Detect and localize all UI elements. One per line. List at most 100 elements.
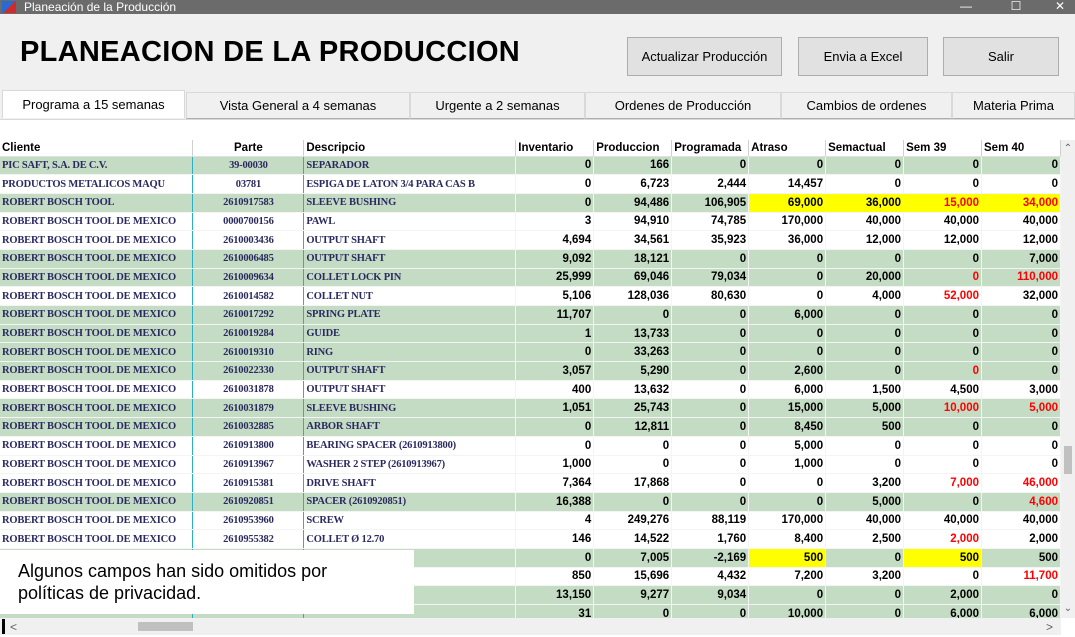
cell-cliente[interactable]: ROBERT BOSCH TOOL DE MEXICO xyxy=(0,492,194,512)
cell-parte[interactable]: 2610022330 xyxy=(192,361,305,381)
cell-value[interactable]: 0 xyxy=(981,455,1061,475)
cell-value[interactable]: 1,000 xyxy=(515,455,595,475)
cell-value[interactable]: 35,923 xyxy=(671,230,750,250)
cell-value[interactable]: 2,600 xyxy=(748,361,827,381)
update-production-button[interactable]: Actualizar Producción xyxy=(627,37,782,76)
cell-value[interactable]: 13,150 xyxy=(515,585,595,605)
cell-value[interactable]: 0 xyxy=(903,361,982,381)
cell-value[interactable]: 0 xyxy=(671,305,750,325)
cell-value[interactable]: 3,200 xyxy=(825,473,905,493)
cell-value[interactable]: 6,723 xyxy=(593,174,673,194)
cell-value[interactable]: 0 xyxy=(671,156,750,176)
cell-cliente[interactable]: ROBERT BOSCH TOOL DE MEXICO xyxy=(0,436,194,456)
table-row[interactable]: ROBERT BOSCH TOOL DE MEXICO 2610022330 OUT… xyxy=(0,361,1061,381)
cell-value[interactable]: 8,450 xyxy=(748,417,827,437)
cell-value[interactable]: 15,000 xyxy=(903,193,982,213)
cell-value[interactable]: 40,000 xyxy=(825,511,905,531)
table-row[interactable]: ROBERT BOSCH TOOL DE MEXICO 2610006485 OUT… xyxy=(0,249,1061,269)
cell-cliente[interactable]: ROBERT BOSCH TOOL DE MEXICO xyxy=(0,361,194,381)
cell-value[interactable]: 5,000 xyxy=(981,398,1061,419)
cell-value[interactable]: 5,290 xyxy=(593,361,673,381)
cell-parte[interactable]: 2610006485 xyxy=(192,249,305,269)
cell-desc[interactable]: OUTPUT SHAFT xyxy=(303,230,517,250)
maximize-button[interactable]: ☐ xyxy=(1010,0,1022,13)
cell-cliente[interactable]: ROBERT BOSCH TOOL DE MEXICO xyxy=(0,473,194,493)
cell-desc[interactable]: WASHER 2 STEP (2610913967) xyxy=(303,455,517,475)
cell-value[interactable]: 94,486 xyxy=(593,193,673,213)
cell-value[interactable]: 2,500 xyxy=(825,529,905,549)
cell-value[interactable]: 0 xyxy=(593,305,673,325)
cell-desc[interactable]: SPRING PLATE xyxy=(303,305,517,325)
cell-value[interactable]: 4,000 xyxy=(825,286,905,306)
cell-parte[interactable]: 2610913800 xyxy=(192,436,305,456)
cell-value[interactable]: 0 xyxy=(671,492,750,512)
cell-value[interactable]: 0 xyxy=(903,436,982,456)
cell-value[interactable]: -2,169 xyxy=(671,548,750,568)
exit-button[interactable]: Salir xyxy=(943,37,1059,76)
cell-value[interactable]: 40,000 xyxy=(903,511,982,531)
table-row[interactable]: ROBERT BOSCH TOOL DE MEXICO 2610032885 ARB… xyxy=(0,417,1061,437)
cell-desc[interactable]: COLLET LOCK PIN xyxy=(303,268,517,288)
col-header[interactable]: Programada xyxy=(671,140,750,157)
cell-value[interactable]: 10,000 xyxy=(748,604,827,618)
tab-ordenes-produccion[interactable]: Ordenes de Producción xyxy=(585,92,781,119)
col-header[interactable]: Cliente xyxy=(0,140,194,157)
table-row[interactable]: ROBERT BOSCH TOOL DE MEXICO 2610019310 RIN… xyxy=(0,342,1061,363)
cell-value[interactable]: 69,046 xyxy=(593,268,673,288)
cell-value[interactable]: 0 xyxy=(671,398,750,419)
scroll-left-icon[interactable]: < xyxy=(10,620,18,634)
cell-value[interactable]: 0 xyxy=(515,548,595,568)
cell-value[interactable]: 0 xyxy=(903,305,982,325)
horizontal-scrollbar[interactable]: < > xyxy=(0,618,1061,635)
cell-desc[interactable]: GUIDE xyxy=(303,324,517,344)
vertical-scroll-thumb[interactable] xyxy=(1064,446,1072,474)
table-row[interactable]: ROBERT BOSCH TOOL DE MEXICO 2610031878 OUT… xyxy=(0,380,1061,400)
minimize-button[interactable]: — xyxy=(960,0,972,13)
cell-value[interactable]: 0 xyxy=(981,361,1061,381)
cell-value[interactable]: 0 xyxy=(748,342,827,363)
cell-value[interactable]: 0 xyxy=(981,342,1061,363)
cell-value[interactable]: 0 xyxy=(981,417,1061,437)
scroll-up-icon[interactable]: ⌃ xyxy=(1063,143,1073,154)
cell-cliente[interactable]: PRODUCTOS METALICOS MAQU xyxy=(0,174,194,194)
cell-cliente[interactable]: ROBERT BOSCH TOOL DE MEXICO xyxy=(0,212,194,232)
cell-value[interactable]: 4,694 xyxy=(515,230,595,250)
cell-value[interactable]: 0 xyxy=(981,324,1061,344)
cell-parte[interactable]: 2610953960 xyxy=(192,511,305,531)
col-header[interactable]: Semactual xyxy=(825,140,905,157)
cell-value[interactable]: 1,000 xyxy=(748,455,827,475)
cell-value[interactable]: 1 xyxy=(515,324,595,344)
cell-value[interactable]: 0 xyxy=(903,268,982,288)
cell-desc[interactable]: SLEEVE BUSHING xyxy=(303,193,517,213)
cell-value[interactable]: 36,000 xyxy=(748,230,827,250)
cell-value[interactable]: 6,000 xyxy=(748,380,827,400)
cell-parte[interactable]: 2610913967 xyxy=(192,455,305,475)
cell-parte[interactable]: 2610019310 xyxy=(192,342,305,363)
cell-value[interactable]: 5,000 xyxy=(748,436,827,456)
cell-value[interactable]: 0 xyxy=(593,604,673,618)
cell-value[interactable]: 0 xyxy=(903,249,982,269)
cell-desc[interactable]: SLEEVE BUSHING xyxy=(303,398,517,419)
cell-parte[interactable]: 2610003436 xyxy=(192,230,305,250)
cell-value[interactable]: 2,444 xyxy=(671,174,750,194)
cell-value[interactable]: 3,057 xyxy=(515,361,595,381)
cell-value[interactable]: 12,000 xyxy=(981,230,1061,250)
cell-value[interactable]: 79,034 xyxy=(671,268,750,288)
cell-value[interactable]: 32,000 xyxy=(981,286,1061,306)
cell-value[interactable]: 5,000 xyxy=(825,398,905,419)
cell-parte[interactable]: 2610917583 xyxy=(192,193,305,213)
cell-cliente[interactable]: ROBERT BOSCH TOOL DE MEXICO xyxy=(0,249,194,269)
cell-value[interactable]: 5,106 xyxy=(515,286,595,306)
cell-desc[interactable]: OUTPUT SHAFT xyxy=(303,361,517,381)
cell-value[interactable]: 4,600 xyxy=(981,492,1061,512)
cell-value[interactable]: 7,000 xyxy=(981,249,1061,269)
cell-value[interactable]: 25,999 xyxy=(515,268,595,288)
cell-value[interactable]: 0 xyxy=(671,380,750,400)
cell-value[interactable]: 13,632 xyxy=(593,380,673,400)
cell-value[interactable]: 0 xyxy=(825,585,905,605)
cell-value[interactable]: 0 xyxy=(903,342,982,363)
cell-desc[interactable]: ESPIGA DE LATON 3/4 PARA CAS B xyxy=(303,174,517,194)
cell-desc[interactable]: SCREW xyxy=(303,511,517,531)
cell-value[interactable]: 12,811 xyxy=(593,417,673,437)
cell-value[interactable]: 2,000 xyxy=(903,529,982,549)
